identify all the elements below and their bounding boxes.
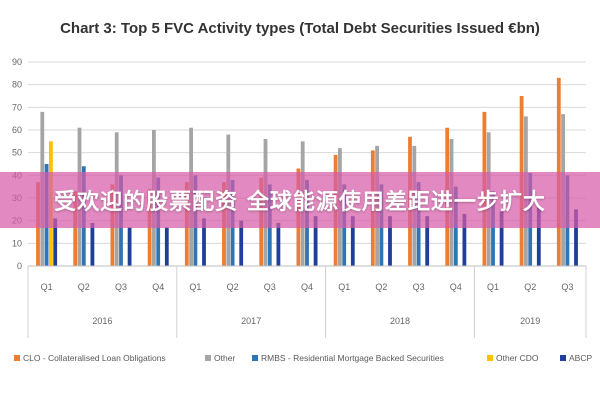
- legend-label: Other: [214, 353, 235, 363]
- legend-swatch: [560, 355, 566, 361]
- x-tick-label: Q2: [524, 282, 536, 292]
- x-tick-label: Q3: [264, 282, 276, 292]
- chart-title: Chart 3: Top 5 FVC Activity types (Total…: [60, 20, 540, 37]
- legend-label: RMBS - Residential Mortgage Backed Secur…: [261, 353, 444, 363]
- x-tick-label: Q1: [41, 282, 53, 292]
- y-axis: 0102030405060708090: [12, 57, 22, 271]
- bar: [164, 227, 169, 266]
- x-tick-label: Q2: [375, 282, 387, 292]
- bar: [350, 216, 355, 266]
- legend-label: ABCP: [569, 353, 592, 363]
- x-group-label: 2019: [520, 316, 540, 326]
- bar: [239, 220, 244, 266]
- x-tick-label: Q3: [413, 282, 425, 292]
- y-tick-label: 90: [12, 57, 22, 67]
- bar: [556, 77, 561, 266]
- x-tick-label: Q4: [450, 282, 462, 292]
- bar: [53, 218, 58, 266]
- y-tick-label: 50: [12, 148, 22, 158]
- bar: [425, 216, 430, 266]
- y-tick-label: 80: [12, 80, 22, 90]
- legend-swatch: [487, 355, 493, 361]
- legend-label: Other CDO: [496, 353, 539, 363]
- x-tick-label: Q1: [487, 282, 499, 292]
- bar: [462, 213, 467, 266]
- bar: [491, 191, 495, 266]
- x-tick-label: Q2: [78, 282, 90, 292]
- legend: CLO - Collateralised Loan Obligations Oth…: [14, 353, 592, 363]
- x-tick-label: Q3: [561, 282, 573, 292]
- legend-label: CLO - Collateralised Loan Obligations: [23, 353, 166, 363]
- x-tick-label: Q1: [189, 282, 201, 292]
- bar: [499, 211, 504, 266]
- y-tick-label: 60: [12, 125, 22, 135]
- bar: [388, 216, 392, 266]
- bar: [536, 207, 541, 266]
- y-tick-label: 70: [12, 102, 22, 112]
- x-group-label: 2018: [390, 316, 410, 326]
- x-tick-label: Q3: [115, 282, 127, 292]
- bar: [90, 222, 95, 266]
- x-group-label: 2017: [241, 316, 261, 326]
- overlay-banner: 受欢迎的股票配资 全球能源使用差距进一步扩大: [0, 172, 600, 228]
- bar: [127, 227, 132, 266]
- x-tick-label: Q4: [152, 282, 164, 292]
- y-tick-label: 0: [17, 261, 22, 271]
- bar: [313, 216, 318, 266]
- bar: [202, 218, 206, 266]
- bar: [276, 222, 281, 266]
- legend-swatch: [205, 355, 211, 361]
- x-tick-label: Q2: [227, 282, 239, 292]
- x-axis: Q1 Q2 Q3 Q4 Q1 Q2 Q3 Q4 Q1 Q2 Q3 Q4 Q1 Q2 Q3 2016 2017 20…: [27, 265, 587, 338]
- bar: [574, 209, 578, 266]
- legend-swatch: [252, 355, 258, 361]
- bar: [73, 191, 78, 266]
- x-tick-label: Q1: [338, 282, 350, 292]
- y-tick-label: 10: [12, 238, 22, 248]
- overlay-banner-text: 受欢迎的股票配资 全球能源使用差距进一步扩大: [54, 190, 546, 215]
- legend-swatch: [14, 355, 20, 361]
- x-group-label: 2016: [92, 316, 112, 326]
- x-tick-label: Q4: [301, 282, 313, 292]
